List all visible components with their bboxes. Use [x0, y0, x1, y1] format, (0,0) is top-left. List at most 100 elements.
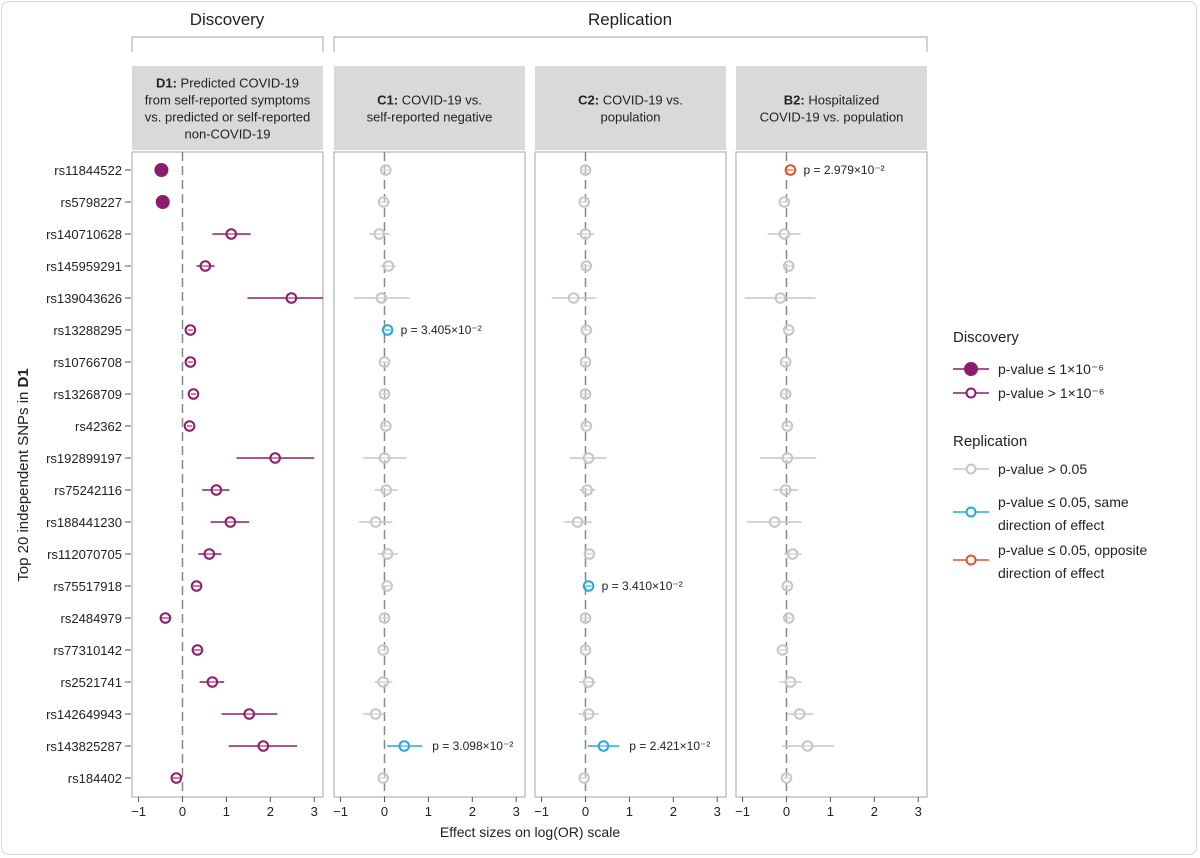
panel-header-text: population	[601, 110, 661, 125]
point-estimate-rs75242116	[380, 484, 393, 496]
panel-b2: B2: Hospitalized COVID-19 vs. population −…	[735, 66, 928, 819]
point-estimate-rs188441230	[768, 516, 781, 528]
point-estimate-rs188441230	[224, 516, 237, 528]
x-tick-label: 0	[582, 804, 589, 819]
point-estimate-rs5798227	[155, 195, 170, 209]
point-estimate-rs139043626	[375, 292, 388, 304]
p-value-annotation: p = 3.098×10⁻²	[432, 739, 513, 753]
point-estimate-rs140710628	[778, 228, 791, 240]
point-estimate-rs42362	[781, 420, 794, 432]
snp-label: rs13288295	[53, 323, 122, 338]
x-tick-label: 1	[827, 804, 834, 819]
point-estimate-rs77310142	[579, 644, 592, 656]
legend-label: direction of effect	[998, 565, 1104, 581]
snp-label: rs75517918	[53, 579, 122, 594]
point-estimate-rs13268709	[378, 388, 391, 400]
points-group	[551, 164, 620, 784]
panel-header-line: C1: COVID-19 vs.	[377, 93, 482, 108]
point-estimate-rs75517918	[190, 580, 203, 592]
snp-label: rs145959291	[46, 259, 122, 274]
panel-header-line: C2: COVID-19 vs.	[578, 93, 683, 108]
point-estimate-rs145959291	[199, 260, 212, 272]
point-estimate-rs139043626	[285, 292, 298, 304]
point-estimate-rs5798227	[778, 196, 791, 208]
point-estimate-rs184402	[377, 772, 389, 784]
point-estimate-rs184402	[170, 772, 183, 784]
point-estimate-rs192899197	[781, 452, 794, 464]
point-estimate-rs112070705	[381, 548, 394, 560]
point-estimate-rs77310142	[191, 644, 204, 656]
points-group	[353, 164, 423, 784]
point-estimate-rs2484979	[782, 612, 795, 624]
legend-title-discovery: Discovery	[953, 329, 1019, 346]
legend-label: p-value > 0.05	[998, 461, 1087, 477]
point-estimate-rs2484979	[159, 612, 172, 624]
point-estimate-rs5798227	[377, 196, 390, 208]
group-label-replication: Replication	[588, 10, 672, 29]
point-estimate-rs13288295	[580, 324, 593, 336]
snp-label: rs140710628	[46, 227, 122, 242]
point-estimate-rs5798227	[578, 196, 590, 208]
p-value-annotation: p = 2.979×10⁻²	[804, 163, 885, 177]
snp-label: rs11844522	[54, 163, 122, 178]
snp-label: rs139043626	[46, 291, 122, 306]
point-estimate-rs112070705	[203, 548, 216, 560]
point-estimate-rs184402	[780, 772, 793, 784]
legend-key-point	[965, 554, 977, 566]
snp-label: rs2484979	[61, 611, 122, 626]
snp-label: rs75242116	[54, 483, 122, 498]
point-estimate-rs2484979	[579, 612, 592, 624]
point-estimate-rs142649943	[793, 708, 806, 720]
point-estimate-rs75517918	[381, 580, 393, 592]
panel-header-line: vs. predicted or self-reported	[145, 110, 310, 125]
point-estimate-rs112070705	[583, 548, 596, 560]
panel-c2: C2: COVID-19 vs. population −1 0 1 2 3 p = 3.41…	[534, 66, 727, 819]
y-axis-title-text: Top 20 independent SNPs in	[15, 387, 32, 581]
x-tick-label: 1	[223, 804, 230, 819]
legend-key-point	[965, 463, 977, 475]
point-estimate-rs139043626	[774, 292, 787, 304]
point-estimate-rs143825287	[257, 740, 270, 752]
panel-header-bg	[736, 66, 927, 150]
point-estimate-rs10766708	[779, 356, 792, 368]
point-estimate-rs77310142	[776, 644, 789, 656]
point-estimate-rs42362	[183, 420, 196, 432]
snp-label: rs10766708	[53, 355, 122, 370]
x-tick-label: 0	[179, 804, 186, 819]
point-estimate-rs77310142	[377, 644, 389, 656]
snp-label: rs77310142	[53, 643, 122, 658]
point-estimate-rs42362	[380, 420, 392, 432]
panel-header-text: Predicted COVID-19	[181, 76, 300, 91]
point-estimate-rs2521741	[582, 676, 595, 688]
panel-id: C2:	[578, 93, 603, 108]
panel-header-text: Hospitalized	[808, 93, 879, 108]
panel-header-line: self-reported negative	[367, 110, 493, 125]
x-tick-label: −1	[735, 804, 750, 819]
x-tick-label: −1	[333, 804, 348, 819]
y-axis-title: Top 20 independent SNPs in D1	[15, 368, 32, 582]
snp-label: rs142649943	[46, 707, 122, 722]
bracket-discovery	[131, 36, 324, 52]
point-estimate-rs2521741	[206, 676, 219, 688]
x-tick-label: 2	[670, 804, 677, 819]
legend-title-replication: Replication	[953, 433, 1027, 450]
point-estimate-rs11844522	[579, 164, 592, 176]
x-tick-label: 0	[783, 804, 790, 819]
panel-header-line: non-COVID-19	[185, 127, 271, 142]
panel-d1: D1: Predicted COVID-19 from self-reported…	[131, 66, 324, 819]
snp-label: rs143825287	[46, 739, 122, 754]
point-estimate-rs75242116	[210, 484, 223, 496]
point-estimate-rs75517918	[582, 580, 595, 592]
panel-header-text: from self-reported symptoms	[145, 93, 311, 108]
snp-label: rs2521741	[61, 675, 122, 690]
x-tick-label: 2	[871, 804, 878, 819]
points-group	[744, 164, 835, 784]
x-tick-label: 3	[714, 804, 721, 819]
x-tick-label: 2	[267, 804, 274, 819]
legend-label: direction of effect	[998, 517, 1104, 533]
snp-label: rs112070705	[47, 547, 122, 562]
point-estimate-rs13268709	[779, 388, 792, 400]
snp-label: rs184402	[68, 771, 122, 786]
point-estimate-rs11844522	[380, 164, 392, 176]
